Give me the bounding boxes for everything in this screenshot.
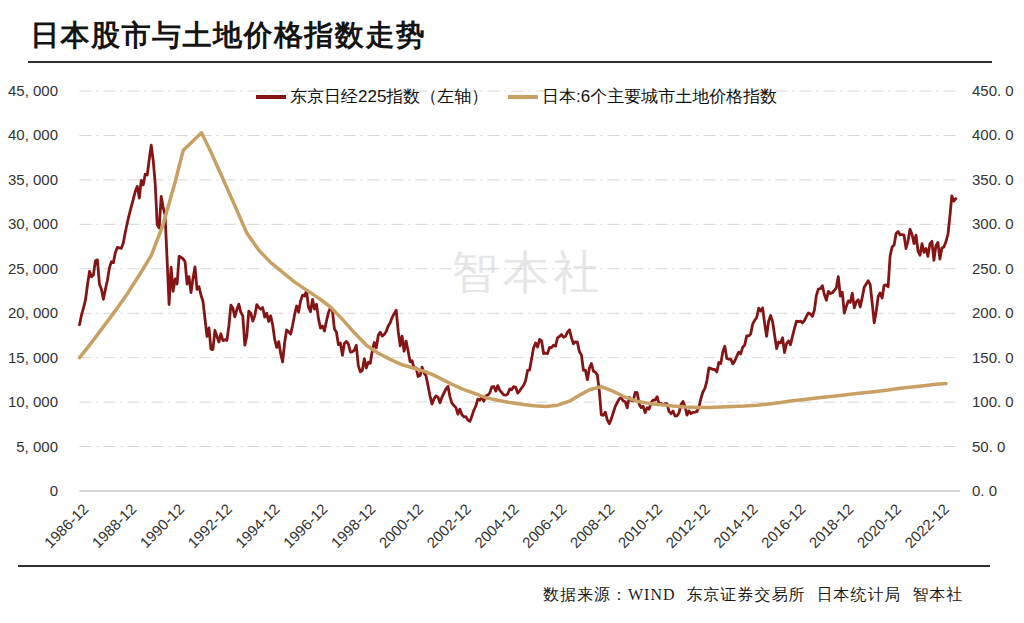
chart-canvas: 智本社 0 5, 000 10, 000 15, 000 20, 000 25, 000 30… — [0, 0, 1024, 623]
right-axis-tick-label: 150. 0 — [972, 349, 1014, 366]
x-axis-tick-label: 1992-12 — [184, 500, 235, 551]
right-axis-tick-label: 100. 0 — [972, 393, 1014, 410]
right-axis-tick-label: 0. 0 — [972, 482, 997, 499]
x-axis-tick-label: 2012-12 — [662, 500, 713, 551]
x-axis-tick-label: 2018-12 — [805, 500, 856, 551]
x-axis-tick-label: 2008-12 — [566, 500, 617, 551]
x-axis-tick-label: 2022-12 — [901, 500, 952, 551]
x-axis-tick-label: 1998-12 — [327, 500, 378, 551]
title-rule — [28, 61, 992, 63]
x-axis-tick-label: 2000-12 — [375, 500, 426, 551]
legend-label-land-price: 日本:6个主要城市土地价格指数 — [542, 87, 777, 106]
left-axis-tick-label: 25, 000 — [8, 260, 58, 277]
x-axis-tick-label: 2014-12 — [710, 500, 761, 551]
page-title: 日本股市与土地价格指数走势 — [30, 16, 427, 56]
x-axis-tick-label: 2016-12 — [758, 500, 809, 551]
left-axis-tick-label: 0 — [50, 482, 58, 499]
x-axis-tick-label: 1990-12 — [136, 500, 187, 551]
x-axis-tick-label: 2020-12 — [853, 500, 904, 551]
bottom-rule — [18, 565, 990, 567]
x-axis-tick-label: 1996-12 — [280, 500, 331, 551]
right-axis-tick-label: 350. 0 — [972, 171, 1014, 188]
x-axis-tick-label: 2010-12 — [614, 500, 665, 551]
left-axis-tick-label: 30, 000 — [8, 215, 58, 232]
left-axis-tick-label: 5, 000 — [16, 438, 58, 455]
right-axis-tick-label: 200. 0 — [972, 304, 1014, 321]
right-axis-tick-label: 300. 0 — [972, 215, 1014, 232]
left-axis-tick-label: 10, 000 — [8, 393, 58, 410]
right-axis-tick-label: 50. 0 — [972, 438, 1005, 455]
page: { "title": "日本股市与土地价格指数走势", "source": "数… — [0, 0, 1024, 623]
left-axis-tick-label: 20, 000 — [8, 304, 58, 321]
x-axis-tick-label: 1994-12 — [232, 500, 283, 551]
x-axis-tick-label: 1988-12 — [88, 500, 139, 551]
watermark: 智本社 — [452, 246, 605, 298]
left-axis-tick-label: 45, 000 — [8, 82, 58, 99]
x-axis-tick-label: 2002-12 — [423, 500, 474, 551]
x-axis-tick-label: 2004-12 — [471, 500, 522, 551]
right-axis-tick-label: 400. 0 — [972, 126, 1014, 143]
left-axis-tick-label: 15, 000 — [8, 349, 58, 366]
right-axis-tick-label: 250. 0 — [972, 260, 1014, 277]
left-axis-tick-label: 35, 000 — [8, 171, 58, 188]
legend-label-nikkei225: 东京日经225指数（左轴） — [290, 87, 488, 106]
x-axis-tick-label: 2006-12 — [519, 500, 570, 551]
source-note: 数据来源：WIND 东京证券交易所 日本统计局 智本社 — [543, 585, 964, 606]
x-axis-tick-label: 1986-12 — [41, 500, 92, 551]
right-axis-tick-label: 450. 0 — [972, 82, 1014, 99]
left-axis-tick-label: 40, 000 — [8, 126, 58, 143]
